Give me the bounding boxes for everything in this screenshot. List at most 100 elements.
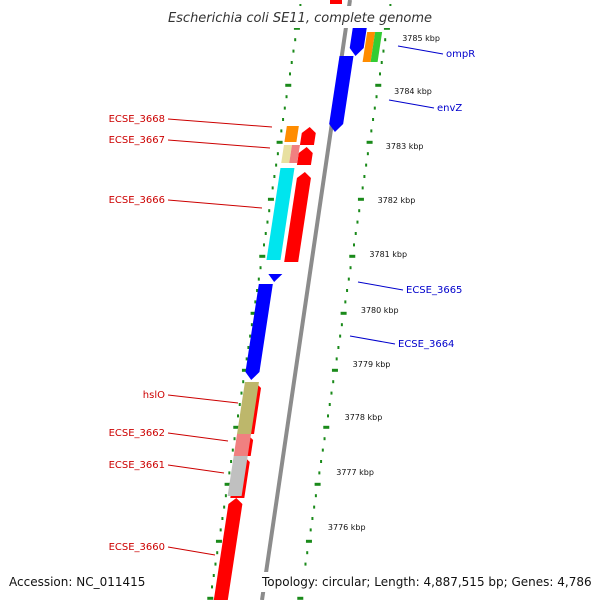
inner-ring-tick xyxy=(242,380,245,384)
inner-ring-tick xyxy=(250,311,257,315)
gene-label-reverse: ECSE_3665 xyxy=(406,285,462,296)
outer-ring-tick xyxy=(340,311,347,315)
accession-background xyxy=(4,572,154,592)
gene-leader-line xyxy=(167,199,263,209)
outer-ring-tick xyxy=(358,209,361,213)
inner-ring-tick xyxy=(282,118,285,121)
gene-label-forward: ECSE_3660 xyxy=(109,542,165,553)
outer-ring-tick xyxy=(366,152,369,156)
inner-ring-tick xyxy=(219,528,222,532)
gene-label-forward: ECSE_3661 xyxy=(109,460,165,471)
inner-ring-tick xyxy=(276,152,279,156)
inner-ring-tick xyxy=(245,357,248,361)
inner-ring-tick xyxy=(293,26,300,30)
outer-ring-tick xyxy=(366,140,373,144)
gene-color-block xyxy=(227,456,248,496)
gene-label-reverse: envZ xyxy=(437,103,462,114)
outer-ring-tick xyxy=(347,277,350,281)
outer-ring-tick xyxy=(318,471,321,475)
inner-ring-tick xyxy=(268,209,271,213)
inner-ring-tick xyxy=(259,254,266,258)
inner-ring-tick xyxy=(207,596,214,600)
inner-ring-tick xyxy=(228,471,231,475)
inner-ring-tick xyxy=(224,482,231,486)
outer-ring-tick xyxy=(321,448,324,452)
gene-leader-line xyxy=(167,394,239,404)
gene-ecse3664-arrow xyxy=(245,284,273,380)
inner-ring-tick xyxy=(288,72,291,76)
outer-ring-tick xyxy=(305,539,312,543)
inner-ring-tick xyxy=(257,277,260,281)
kbp-tick-label: 3784 kbp xyxy=(394,87,432,96)
inner-ring-tick xyxy=(216,551,219,555)
outer-ring-tick xyxy=(370,129,373,133)
inner-ring-tick xyxy=(250,323,253,327)
inner-ring-tick xyxy=(259,266,262,270)
outer-ring-tick xyxy=(349,266,352,270)
inner-ring-tick xyxy=(224,494,227,498)
gene-color-block xyxy=(237,382,259,434)
outer-ring-tick xyxy=(383,26,390,30)
outer-ring-tick xyxy=(323,425,330,429)
accession-text: Accession: NC_011415 xyxy=(9,575,145,589)
inner-ring-tick xyxy=(256,289,259,292)
kbp-tick-label: 3782 kbp xyxy=(378,196,416,205)
inner-ring-tick xyxy=(221,517,224,520)
gene-leader-line xyxy=(167,546,216,556)
title-background xyxy=(152,6,448,28)
outer-ring-tick xyxy=(323,437,326,441)
outer-ring-tick xyxy=(356,220,359,224)
kbp-tick-label: 3785 kbp xyxy=(402,34,440,43)
gene-features xyxy=(213,0,383,600)
gene-ecse3660-arrow xyxy=(213,498,243,600)
gene-label-forward: ECSE_3668 xyxy=(109,114,165,125)
gene-ompr-arrow xyxy=(329,56,354,132)
outer-ring-tick xyxy=(372,118,375,121)
inner-ring-tick xyxy=(231,448,234,452)
gene-small-block xyxy=(370,32,383,62)
outer-ring-tick xyxy=(339,334,342,338)
inner-ring-tick xyxy=(280,129,283,133)
outer-ring-tick xyxy=(389,4,392,7)
inner-ring-tick xyxy=(230,460,233,463)
tick-dots xyxy=(207,4,392,600)
gene-color-block xyxy=(281,145,292,163)
outer-ring-tick xyxy=(380,61,383,64)
gene-label-forward: ECSE_3666 xyxy=(109,195,165,206)
inner-ring-tick xyxy=(233,425,240,429)
gene-small-block xyxy=(362,32,376,62)
inner-ring-tick xyxy=(254,300,257,304)
gene-top-fragment xyxy=(330,0,342,4)
outer-ring-tick xyxy=(320,460,323,463)
outer-ring-tick xyxy=(349,254,356,258)
outer-ring-tick xyxy=(313,505,316,509)
outer-ring-tick xyxy=(309,528,312,532)
gene-leader-line xyxy=(167,464,225,474)
inner-ring-tick xyxy=(290,61,293,64)
outer-ring-tick xyxy=(375,95,378,99)
topology-text: Topology: circular; Length: 4,887,515 bp… xyxy=(261,575,592,589)
inner-ring-tick xyxy=(249,334,252,338)
gene-label-forward: ECSE_3662 xyxy=(109,428,165,439)
gene-label-reverse: ECSE_3664 xyxy=(398,339,454,350)
gene-leader-line xyxy=(167,139,271,149)
gene-label-reverse: ompR xyxy=(446,49,475,60)
inner-ring-tick xyxy=(273,175,276,178)
outer-ring-tick xyxy=(384,38,387,42)
outer-ring-tick xyxy=(337,346,340,349)
gene-ecse3667-arrow xyxy=(296,147,313,165)
gene-color-block xyxy=(266,168,295,260)
annotations: 3785 kbp 3784 kbp 3783 kbp 3782 kbp 3781 kbp… xyxy=(109,34,475,556)
outer-ring-tick xyxy=(375,83,382,87)
outer-ring-tick xyxy=(306,551,309,555)
inner-ring-tick xyxy=(276,140,283,144)
inner-ring-tick xyxy=(294,38,297,42)
inner-ring-tick xyxy=(241,368,248,372)
outer-ring-tick xyxy=(328,403,331,406)
outer-ring-tick xyxy=(335,357,338,361)
inner-ring-tick xyxy=(264,232,267,235)
gene-leader-line xyxy=(397,45,444,55)
outer-ring-tick xyxy=(344,300,347,304)
inner-ring-tick xyxy=(266,220,269,224)
inner-ring-tick xyxy=(238,403,241,406)
